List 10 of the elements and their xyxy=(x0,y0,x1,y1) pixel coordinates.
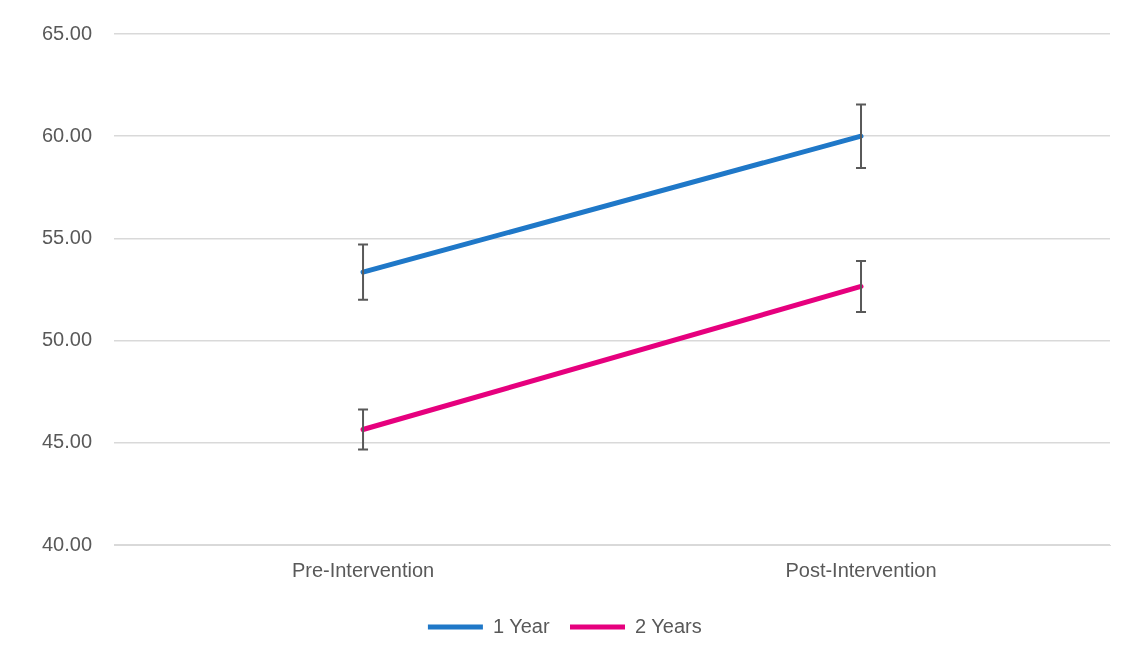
y-tick-label: 65.00 xyxy=(41,21,93,44)
x-tick-label: Post-Intervention xyxy=(785,558,937,581)
y-tick-label: 40.00 xyxy=(41,532,93,555)
y-tick-label: 50.00 xyxy=(41,328,93,351)
legend-label: 1 Year xyxy=(492,614,550,637)
legend-label: 2 Years xyxy=(635,614,702,637)
y-tick-label: 45.00 xyxy=(41,430,93,453)
y-tick-label: 55.00 xyxy=(41,225,93,248)
x-tick-label: Pre-Intervention xyxy=(291,558,435,581)
y-tick-label: 60.00 xyxy=(41,123,93,146)
